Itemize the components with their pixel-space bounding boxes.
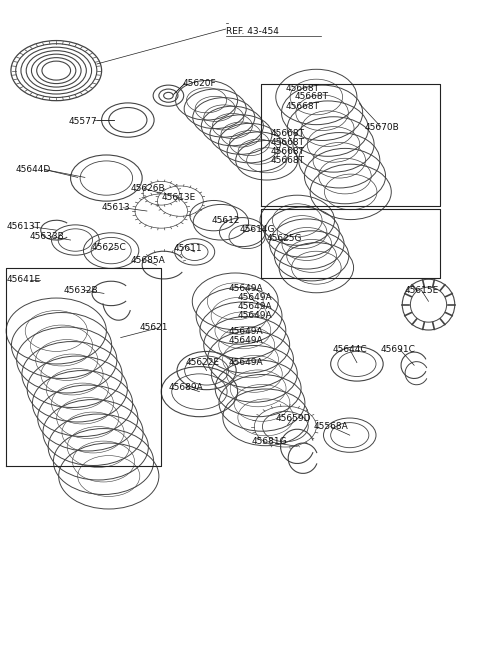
Text: 45668T: 45668T (271, 138, 305, 147)
Text: 45613T: 45613T (6, 222, 40, 231)
Text: 45633B: 45633B (30, 232, 65, 241)
Text: 45613: 45613 (102, 203, 130, 213)
Text: REF. 43-454: REF. 43-454 (226, 26, 278, 36)
Text: 45681G: 45681G (252, 437, 288, 446)
Text: 45641E: 45641E (6, 275, 40, 284)
Text: 45625G: 45625G (266, 234, 302, 243)
Text: 45649A: 45649A (228, 326, 263, 336)
Text: 45632B: 45632B (63, 285, 98, 295)
Text: 45649A: 45649A (228, 358, 263, 367)
Text: 45612: 45612 (211, 216, 240, 225)
Text: 45611: 45611 (173, 244, 202, 253)
Text: 45649A: 45649A (238, 302, 272, 311)
Text: 45691C: 45691C (381, 345, 416, 354)
Text: 45668T: 45668T (285, 102, 319, 111)
Text: 45668T: 45668T (271, 146, 305, 156)
Text: 45613E: 45613E (161, 193, 195, 203)
Text: 45668T: 45668T (271, 156, 305, 165)
Text: 45622E: 45622E (185, 358, 219, 367)
Text: 45621: 45621 (140, 323, 168, 332)
Text: 45668T: 45668T (271, 128, 305, 138)
Text: 45649A: 45649A (228, 336, 263, 345)
Text: 45689A: 45689A (168, 383, 203, 391)
Text: 45670B: 45670B (364, 123, 399, 132)
Text: 45568A: 45568A (314, 422, 348, 431)
Text: 45649A: 45649A (228, 283, 263, 293)
Text: 45668T: 45668T (295, 93, 329, 101)
Text: 45577: 45577 (68, 117, 97, 126)
Text: 45668T: 45668T (285, 84, 319, 93)
Text: 45649A: 45649A (238, 293, 272, 302)
Text: 45649A: 45649A (238, 311, 272, 320)
Text: 45644D: 45644D (16, 165, 51, 174)
Text: 45626B: 45626B (130, 184, 165, 193)
Text: 45659D: 45659D (276, 414, 312, 422)
Text: 45620F: 45620F (183, 79, 216, 88)
Text: 45685A: 45685A (130, 256, 165, 265)
Text: 45614G: 45614G (240, 225, 276, 234)
Text: 45625C: 45625C (92, 243, 127, 252)
Text: 45615E: 45615E (405, 285, 439, 295)
Text: 45644C: 45644C (333, 345, 368, 354)
